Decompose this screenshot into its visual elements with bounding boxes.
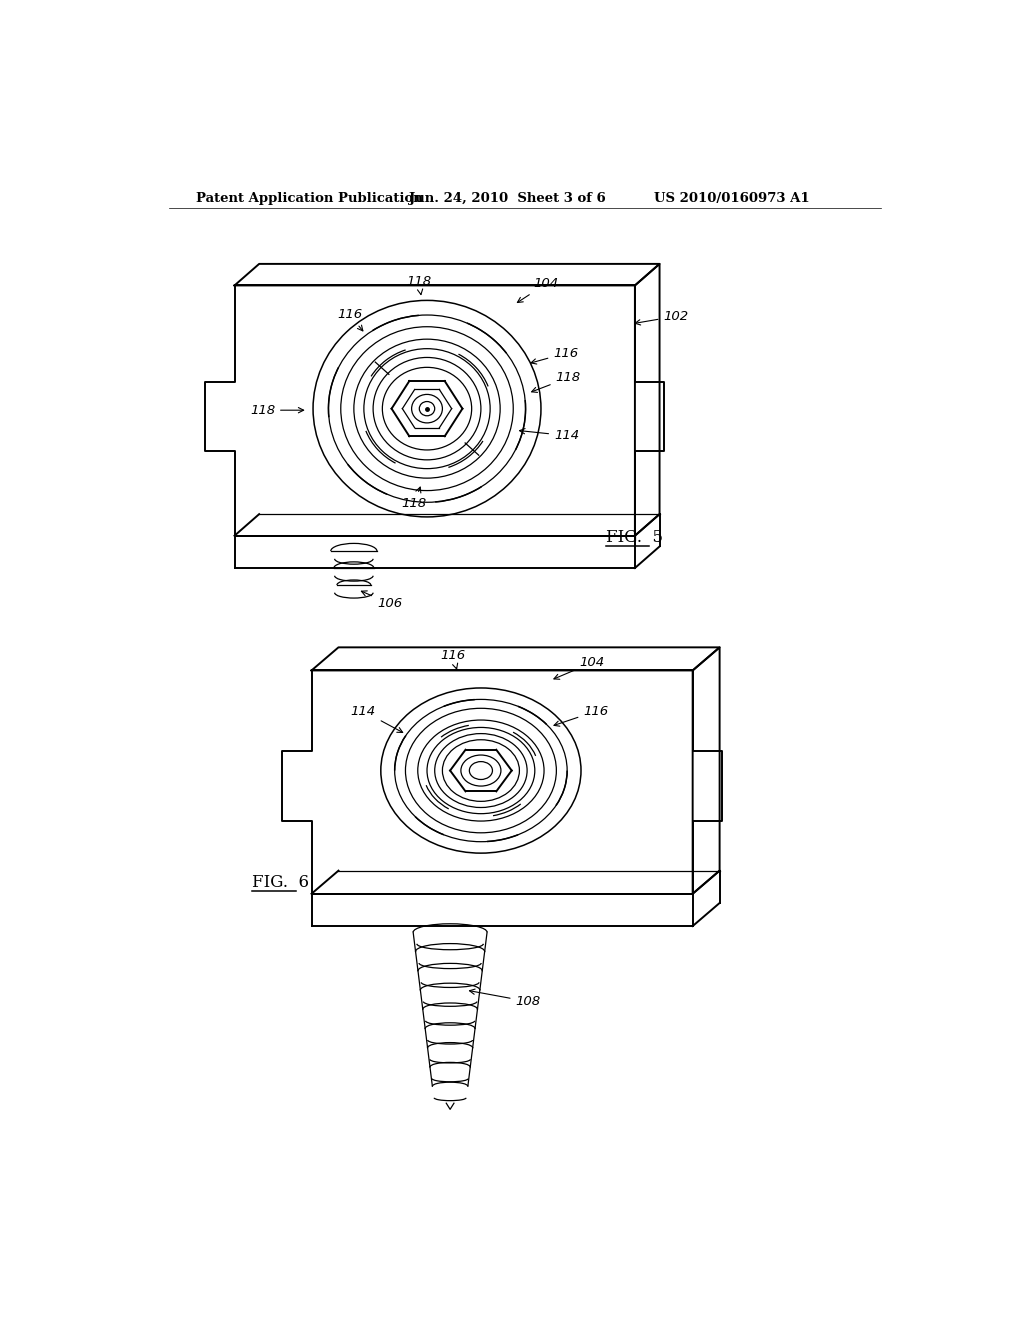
Text: 116: 116	[554, 705, 608, 726]
Text: 114: 114	[351, 705, 402, 733]
Text: 104: 104	[517, 277, 558, 302]
Text: 114: 114	[519, 429, 580, 442]
Text: 116: 116	[337, 308, 362, 331]
Text: 108: 108	[469, 989, 541, 1008]
Text: FIG.  6: FIG. 6	[252, 874, 309, 891]
Text: 104: 104	[554, 656, 604, 680]
Text: 118: 118	[531, 371, 581, 392]
Text: 118: 118	[250, 404, 304, 417]
Text: 118: 118	[407, 275, 431, 294]
Text: 116: 116	[440, 649, 465, 669]
Text: 102: 102	[635, 310, 688, 325]
Text: Patent Application Publication: Patent Application Publication	[196, 191, 423, 205]
Text: US 2010/0160973 A1: US 2010/0160973 A1	[654, 191, 810, 205]
Text: Jun. 24, 2010  Sheet 3 of 6: Jun. 24, 2010 Sheet 3 of 6	[410, 191, 606, 205]
Text: 118: 118	[401, 487, 427, 510]
Text: 106: 106	[361, 591, 402, 610]
Text: FIG.  5: FIG. 5	[606, 529, 664, 545]
Text: 116: 116	[531, 347, 579, 364]
